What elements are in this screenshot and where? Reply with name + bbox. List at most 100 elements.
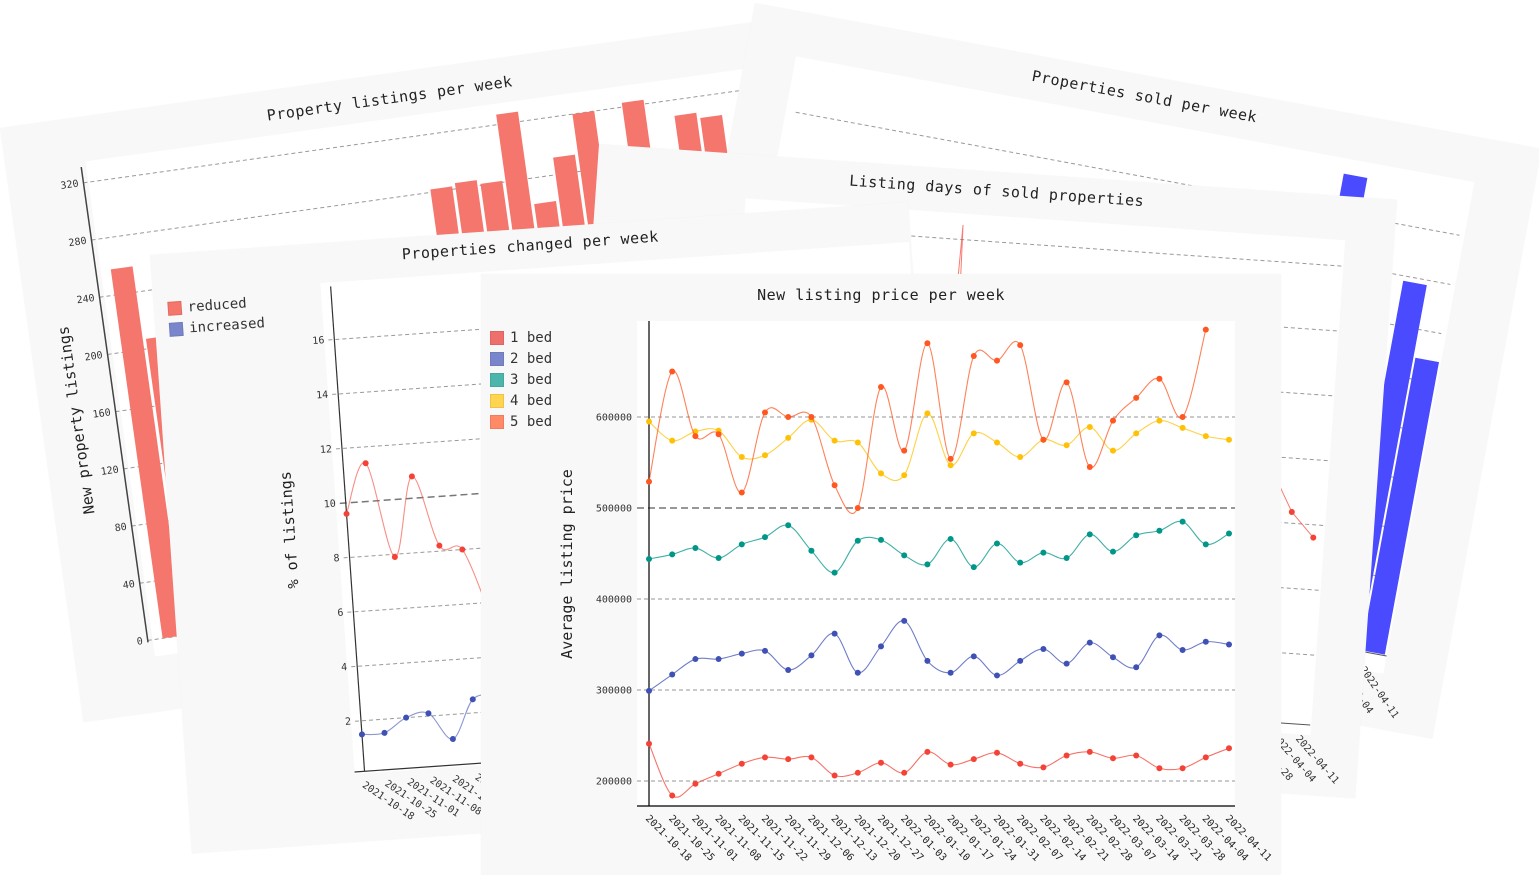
data-point [785, 434, 792, 441]
bar [1361, 357, 1440, 655]
legend-swatch [490, 330, 504, 345]
data-point [762, 534, 768, 541]
data-point [785, 522, 792, 529]
legend-item-2-bed[interactable]: 2 bed [490, 348, 552, 369]
y-tick-label: 320 [60, 179, 79, 192]
legend-item-4-bed[interactable]: 4 bed [490, 390, 552, 411]
y-tick-label: 160 [92, 407, 111, 420]
data-point [1133, 394, 1140, 401]
data-point [469, 696, 476, 703]
data-point [808, 547, 815, 554]
data-point [785, 666, 792, 673]
series-3-bed [646, 518, 1232, 576]
data-point [1288, 508, 1295, 515]
y-tick-label: 280 [68, 236, 87, 249]
y-tick-label: 300000 [596, 686, 632, 697]
data-point [947, 455, 954, 462]
data-point [1017, 657, 1024, 664]
data-point [358, 731, 365, 738]
legend-swatch [490, 372, 504, 387]
y-tick-label: 4 [341, 662, 348, 673]
data-point [1202, 541, 1209, 548]
data-point [1133, 664, 1140, 671]
data-point [1086, 464, 1093, 471]
y-tick-label: 240 [76, 293, 95, 306]
data-point [715, 555, 722, 562]
data-point [715, 656, 722, 663]
data-point [1226, 641, 1232, 648]
data-point [970, 653, 977, 660]
y-tick-label: 400000 [596, 595, 632, 606]
data-point [1086, 748, 1093, 755]
data-point [947, 462, 954, 469]
data-point [808, 414, 815, 420]
data-point [646, 740, 652, 747]
data-point [1226, 745, 1232, 752]
data-point [381, 729, 388, 736]
data-point [738, 650, 745, 657]
data-point [762, 647, 768, 654]
data-point [1310, 534, 1317, 541]
data-point [1179, 414, 1186, 420]
data-point [1133, 532, 1140, 539]
data-point [854, 537, 861, 544]
data-point [738, 760, 745, 767]
legend-swatch [490, 414, 504, 429]
legend-label: reduced [187, 294, 248, 315]
data-point [878, 383, 884, 390]
data-point [1179, 765, 1186, 772]
data-point [449, 736, 456, 743]
data-point [878, 643, 884, 650]
data-point [1226, 436, 1232, 443]
data-point [831, 630, 838, 637]
data-point [738, 541, 745, 548]
data-point [343, 510, 350, 517]
series-1-bed [646, 740, 1232, 799]
y-tick-label: 14 [316, 390, 329, 402]
legend-item-1-bed[interactable]: 1 bed [490, 327, 552, 348]
data-point [715, 431, 722, 438]
data-point [901, 617, 908, 624]
data-point [403, 714, 410, 721]
data-point [459, 546, 466, 553]
data-point [970, 756, 977, 763]
data-point [901, 472, 908, 479]
data-point [1110, 447, 1116, 454]
legend-item-5-bed[interactable]: 5 bed [490, 411, 552, 432]
data-point [970, 564, 977, 571]
data-point [808, 652, 815, 659]
data-point [994, 357, 1000, 364]
y-tick-label: 500000 [596, 504, 632, 515]
data-point [1063, 555, 1070, 562]
data-point [878, 470, 884, 477]
data-point [738, 454, 745, 461]
series-line [648, 412, 1230, 482]
data-point [669, 437, 676, 444]
data-point [646, 478, 652, 485]
data-point [831, 437, 838, 444]
data-point [1040, 436, 1047, 443]
legend-label: increased [188, 314, 266, 336]
data-point [947, 535, 954, 542]
data-point [1017, 454, 1024, 461]
y-tick-label: 2 [345, 717, 352, 728]
y-tick-label: 16 [312, 335, 325, 347]
data-point [878, 759, 884, 766]
listing-price-chart: 2000003000004000005000006000002021-10-18… [596, 321, 1273, 864]
plot-area [637, 321, 1235, 806]
data-point [1156, 632, 1163, 639]
legend-item-3-bed[interactable]: 3 bed [490, 369, 552, 390]
legend-label: 2 bed [510, 350, 553, 367]
data-point [1086, 639, 1093, 646]
data-point [901, 769, 908, 776]
data-point [1179, 646, 1186, 653]
data-point [692, 545, 699, 552]
data-point [1226, 530, 1232, 537]
legend-label: 4 bed [510, 392, 553, 409]
data-point [425, 710, 432, 717]
data-point [970, 430, 977, 437]
listing-price-chart-card: 200000 300000 400000 500000 600000 2021-10-18… [481, 274, 1281, 875]
data-point [970, 353, 977, 360]
data-point [994, 749, 1000, 756]
data-point [1110, 548, 1116, 555]
